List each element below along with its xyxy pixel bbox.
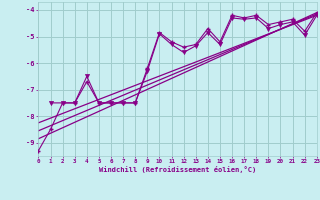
- X-axis label: Windchill (Refroidissement éolien,°C): Windchill (Refroidissement éolien,°C): [99, 166, 256, 173]
